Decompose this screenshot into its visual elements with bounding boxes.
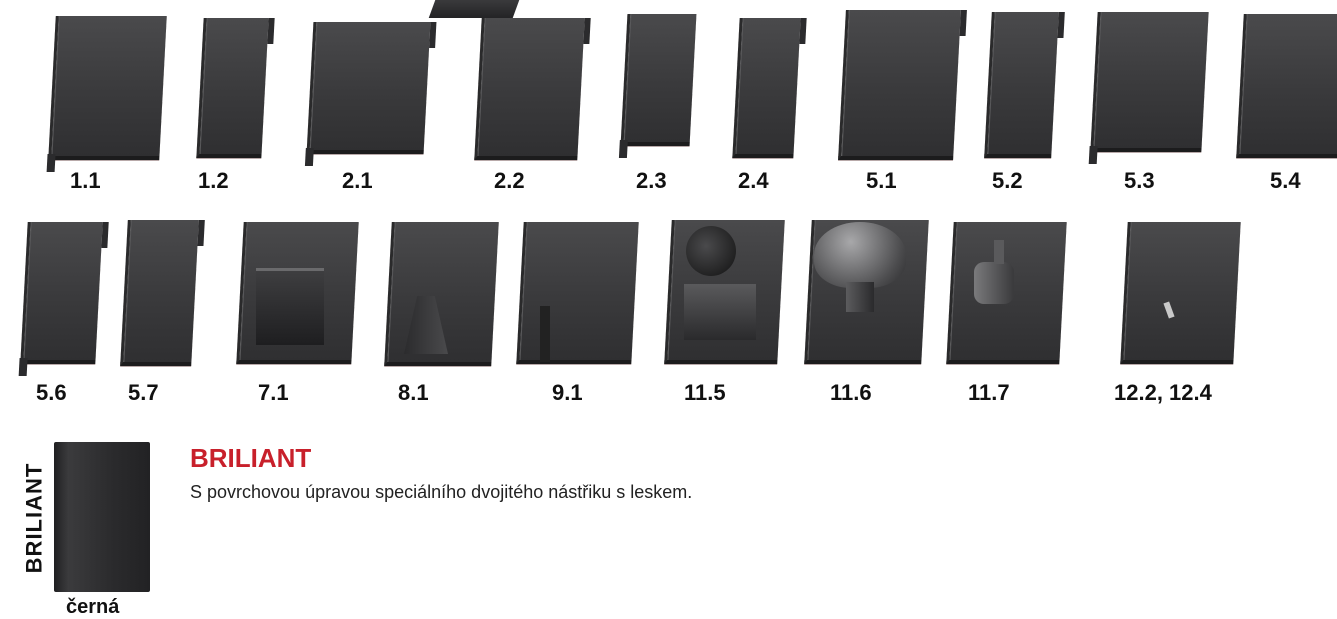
tile-5-4 — [1236, 14, 1337, 158]
tile-label: 11.6 — [830, 380, 872, 405]
pipe-ring-accessory — [686, 226, 736, 276]
tile-2-1 — [306, 22, 431, 154]
antenna-tip-accessory — [994, 240, 1004, 264]
tile-label: 2.1 — [342, 168, 373, 193]
mushroom-vent-accessory — [814, 222, 906, 288]
pipe-base-accessory — [684, 284, 756, 340]
tile-label: 5.1 — [866, 168, 897, 193]
finish-vertical-text: BRILIANT — [21, 462, 46, 574]
tile-2-2 — [474, 18, 585, 160]
tile-label: 11.5 — [684, 380, 726, 405]
color-swatch — [54, 442, 150, 592]
tile-label: 11.7 — [968, 380, 1010, 405]
tile-fragment — [428, 0, 520, 18]
tile-label: 2.2 — [494, 168, 525, 193]
tile-label: 8.1 — [398, 380, 429, 405]
tile-label: 9.1 — [552, 380, 583, 405]
finish-vertical-label: BRILIANT — [18, 448, 50, 588]
finish-description: S povrchovou úpravou speciálního dvojité… — [190, 482, 693, 502]
tile-12-2-12-4 — [1120, 222, 1241, 364]
tile-label: 2.4 — [738, 168, 769, 193]
mushroom-stem-accessory — [846, 282, 874, 312]
vent-box-accessory — [256, 268, 324, 345]
tile-9-1 — [516, 222, 639, 364]
tile-1-1 — [48, 16, 167, 160]
tile-label: 12.2, 12.4 — [1114, 380, 1212, 405]
tile-label: 5.7 — [128, 380, 159, 405]
tile-2-3 — [620, 14, 697, 146]
tile-label: 5.3 — [1124, 168, 1155, 193]
tile-label: 1.2 — [198, 168, 229, 193]
tile-label: 2.3 — [636, 168, 667, 193]
tile-label: 5.2 — [992, 168, 1023, 193]
swatch-caption: černá — [66, 596, 120, 618]
tile-label: 7.1 — [258, 380, 289, 405]
tile-label: 5.4 — [1270, 168, 1301, 193]
finish-title: BRILIANT — [190, 443, 312, 473]
tile-5-1 — [838, 10, 961, 160]
tile-5-6 — [20, 222, 103, 364]
tile-label: 1.1 — [70, 168, 101, 193]
tile-2-4 — [732, 18, 801, 158]
tile-label: 5.6 — [36, 380, 67, 405]
tile-1-2 — [196, 18, 269, 158]
tile-5-7 — [120, 220, 199, 366]
snow-hook-accessory — [540, 306, 550, 362]
tile-5-2 — [984, 12, 1059, 158]
tile-5-3 — [1090, 12, 1209, 152]
antenna-base-accessory — [974, 262, 1014, 304]
